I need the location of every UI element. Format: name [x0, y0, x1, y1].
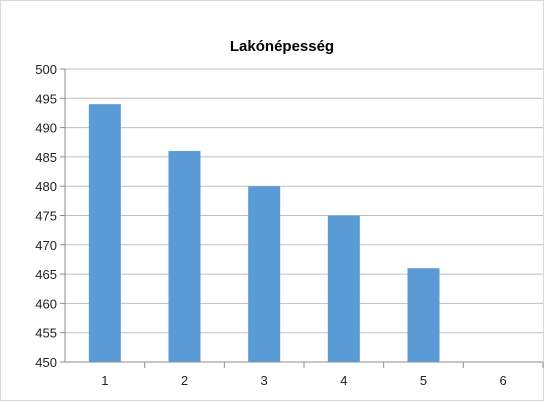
y-tick-label: 485 [35, 150, 57, 165]
y-tick-label: 465 [35, 267, 57, 282]
y-tick-label: 460 [35, 296, 57, 311]
y-tick-label: 475 [35, 209, 57, 224]
bar-5 [407, 268, 440, 362]
x-axis-tick-labels: 1 2 3 4 5 6 [101, 362, 544, 388]
bar-4 [327, 215, 360, 362]
y-tick-label: 480 [35, 179, 57, 194]
bar-2 [168, 151, 201, 362]
x-tick-label: 5 [420, 373, 427, 388]
bar-1 [88, 104, 121, 362]
x-tick-label: 4 [340, 373, 347, 388]
bars [88, 104, 440, 362]
y-tick-label: 470 [35, 238, 57, 253]
x-tick-label: 3 [261, 373, 268, 388]
x-tick-label: 1 [101, 373, 108, 388]
y-tick-label: 490 [35, 121, 57, 136]
y-tick-label: 455 [35, 326, 57, 341]
y-tick-label: 495 [35, 91, 57, 106]
x-tick-label: 2 [181, 373, 188, 388]
y-axis-tick-labels: 450 455 460 465 470 475 480 485 490 495 500 [35, 62, 57, 370]
gridlines [60, 68, 543, 363]
chart-title: Lakónépesség [230, 38, 334, 55]
y-tick-label: 500 [35, 62, 57, 77]
x-tick-label: 6 [500, 373, 507, 388]
y-tick-label: 450 [35, 355, 57, 370]
bar-3 [248, 186, 281, 362]
